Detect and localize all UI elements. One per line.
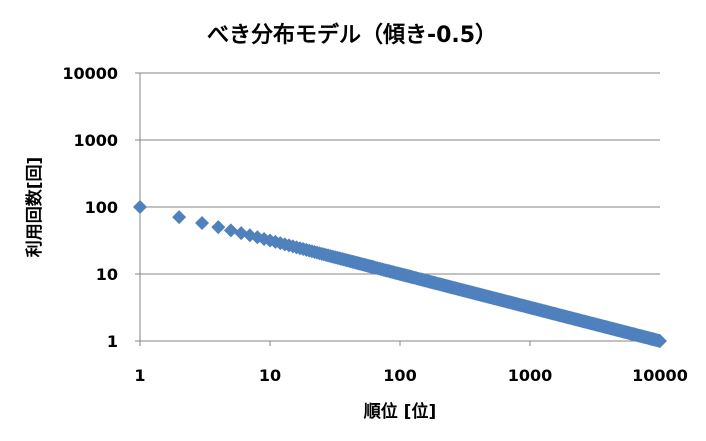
y-tick-label: 10 [96, 265, 118, 284]
x-tick-label: 10000 [632, 366, 688, 385]
data-point [133, 200, 147, 214]
data-point [223, 223, 238, 238]
y-tick-label: 1 [107, 332, 118, 351]
data-point [195, 215, 210, 230]
y-tick-label: 100 [85, 198, 118, 217]
x-tick-label: 10 [259, 366, 281, 385]
x-tick-labels: 1 10 100 1000 10000 [134, 341, 688, 385]
data-point [172, 210, 187, 225]
data-point [211, 220, 226, 235]
data-point [653, 334, 667, 348]
x-tick-label: 1 [134, 366, 145, 385]
y-tick-labels: 1 10 100 1000 10000 [62, 64, 140, 351]
y-axis-title: 利用回数[回] [24, 157, 45, 258]
x-tick-label: 100 [383, 366, 416, 385]
data-points [133, 200, 667, 348]
gridlines [140, 72, 660, 275]
y-tick-label: 1000 [73, 131, 118, 150]
chart-title: べき分布モデル（傾き-0.5） [207, 22, 497, 48]
x-tick-label: 1000 [508, 366, 553, 385]
x-axis-title: 順位 [位] [364, 401, 436, 422]
y-tick-label: 10000 [62, 64, 118, 83]
